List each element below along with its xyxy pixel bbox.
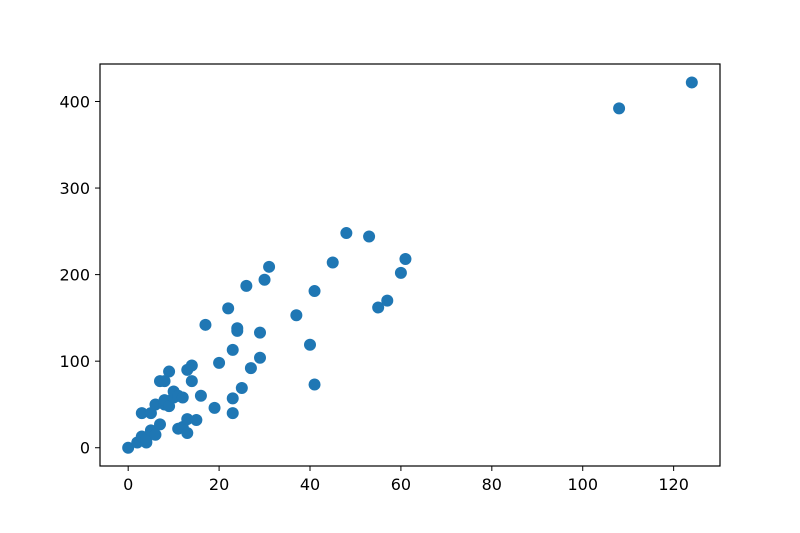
data-point [226, 392, 239, 405]
data-point [226, 343, 239, 356]
x-tick-label: 0 [123, 475, 133, 494]
data-point [181, 427, 194, 440]
data-point [154, 418, 166, 431]
data-point [163, 365, 176, 378]
data-point [372, 301, 385, 314]
y-tick-label: 400 [59, 92, 90, 111]
data-point [213, 356, 226, 369]
data-point [381, 294, 394, 307]
x-tick-label: 60 [391, 475, 411, 494]
data-point [363, 230, 376, 243]
data-point [308, 378, 321, 391]
data-point [258, 273, 271, 286]
x-tick-label: 40 [300, 475, 320, 494]
x-tick-label: 120 [658, 475, 689, 494]
data-point [149, 398, 162, 411]
y-tick-label: 200 [59, 266, 90, 285]
data-point [222, 302, 235, 315]
data-point [181, 413, 194, 426]
y-axis: 0 100 200 300 400 [59, 92, 100, 458]
data-point [158, 375, 171, 388]
data-point [244, 362, 257, 375]
data-point [613, 102, 626, 115]
data-point [240, 279, 253, 292]
data-point [290, 309, 303, 322]
plot-frame [99, 63, 721, 467]
data-point [254, 351, 266, 364]
data-point [254, 326, 266, 339]
data-point [185, 375, 198, 388]
data-point [185, 359, 198, 372]
data-point [122, 441, 135, 454]
data-point [685, 76, 698, 89]
data-point [308, 285, 321, 298]
x-tick-label: 80 [482, 475, 502, 494]
y-tick-label: 300 [59, 179, 90, 198]
y-tick-label: 0 [80, 439, 90, 458]
y-tick-label: 100 [59, 352, 90, 371]
data-point [231, 322, 244, 335]
x-tick-label: 100 [567, 475, 598, 494]
data-points [122, 76, 698, 454]
x-axis: 0 20 40 60 80 100 120 [123, 466, 689, 494]
data-point [199, 318, 212, 331]
data-point [304, 338, 316, 351]
data-point [399, 253, 412, 266]
data-point [235, 382, 248, 395]
data-point [208, 401, 221, 414]
data-point [194, 389, 207, 402]
data-point [394, 266, 407, 279]
data-point [340, 227, 353, 240]
data-point [176, 391, 189, 404]
data-point [149, 428, 162, 441]
data-point [190, 414, 203, 427]
data-point [135, 407, 148, 420]
data-point [326, 256, 339, 269]
x-tick-label: 20 [209, 475, 229, 494]
data-point [263, 260, 276, 273]
data-point [226, 407, 239, 420]
